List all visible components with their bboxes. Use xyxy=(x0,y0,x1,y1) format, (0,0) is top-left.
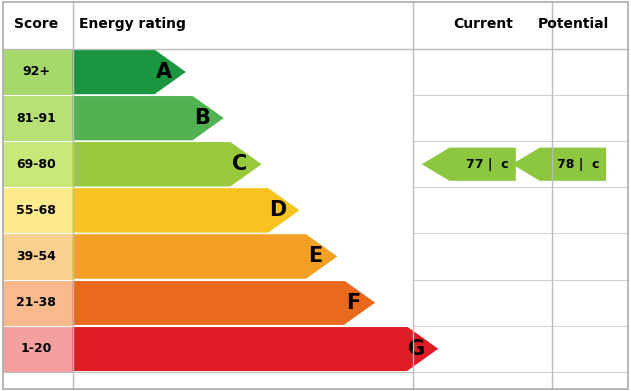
Bar xyxy=(3,49,73,95)
Polygon shape xyxy=(73,326,439,371)
Text: 1-20: 1-20 xyxy=(21,342,52,355)
Polygon shape xyxy=(422,148,516,181)
Polygon shape xyxy=(73,280,375,325)
Text: E: E xyxy=(309,246,322,267)
Bar xyxy=(3,233,73,280)
Polygon shape xyxy=(512,148,606,181)
Text: 77 |  c: 77 | c xyxy=(466,158,509,171)
Text: 69-80: 69-80 xyxy=(16,158,56,171)
Text: 39-54: 39-54 xyxy=(16,250,56,263)
Text: 81-91: 81-91 xyxy=(16,111,56,125)
Polygon shape xyxy=(73,96,224,140)
Text: Current: Current xyxy=(453,18,512,31)
Text: Score: Score xyxy=(14,18,59,31)
Polygon shape xyxy=(73,188,300,233)
Text: C: C xyxy=(232,154,247,174)
Bar xyxy=(3,326,73,372)
Text: G: G xyxy=(408,339,425,359)
Bar xyxy=(3,95,73,141)
Polygon shape xyxy=(73,142,262,187)
Text: F: F xyxy=(346,292,360,313)
Text: 92+: 92+ xyxy=(22,65,50,79)
Bar xyxy=(3,141,73,187)
Text: 55-68: 55-68 xyxy=(16,204,56,217)
Text: Energy rating: Energy rating xyxy=(79,18,186,31)
Text: D: D xyxy=(269,200,286,221)
Polygon shape xyxy=(73,234,338,279)
Text: 78 |  c: 78 | c xyxy=(557,158,599,171)
Polygon shape xyxy=(73,50,186,94)
Text: 21-38: 21-38 xyxy=(16,296,56,309)
Text: A: A xyxy=(156,62,172,82)
Text: B: B xyxy=(194,108,209,128)
Text: Potential: Potential xyxy=(538,18,608,31)
Bar xyxy=(3,187,73,233)
Bar xyxy=(3,280,73,326)
